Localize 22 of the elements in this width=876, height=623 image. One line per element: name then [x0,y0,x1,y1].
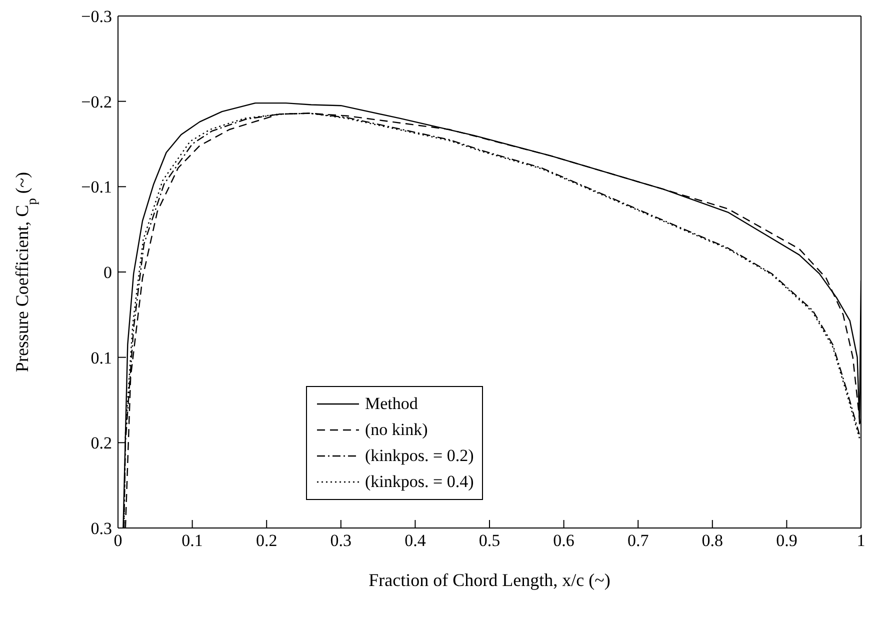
x-axis-title: Fraction of Chord Length, x/c (~) [368,570,610,590]
legend-label: (kinkpos. = 0.2) [365,446,474,466]
x-tick-label: 0.4 [404,531,426,550]
x-tick-label: 0.9 [776,531,798,550]
y-tick-label: 0 [104,263,112,282]
y-tick-label: 0.3 [90,519,112,538]
x-tick-label: 0.3 [330,531,352,550]
y-tick-label: −0.2 [81,92,112,112]
legend-label: (kinkpos. = 0.4) [365,472,474,492]
y-tick-label: −0.1 [81,178,112,197]
x-tick-label: 0.1 [182,531,203,550]
x-tick-label: 0.7 [627,531,650,550]
x-tick-label: 0.6 [553,531,574,550]
y-tick-label: −0.3 [81,7,112,26]
y-tick-label: 0.1 [90,348,112,368]
x-tick-label: 0.2 [256,531,278,550]
y-tick-label: 0.2 [90,434,112,453]
x-tick-label: 1 [856,531,866,550]
legend-label: (no kink) [365,420,428,440]
legend-label: Method [365,394,418,414]
x-tick-label: 0.5 [478,531,500,550]
x-tick-label: 0.8 [702,531,724,550]
